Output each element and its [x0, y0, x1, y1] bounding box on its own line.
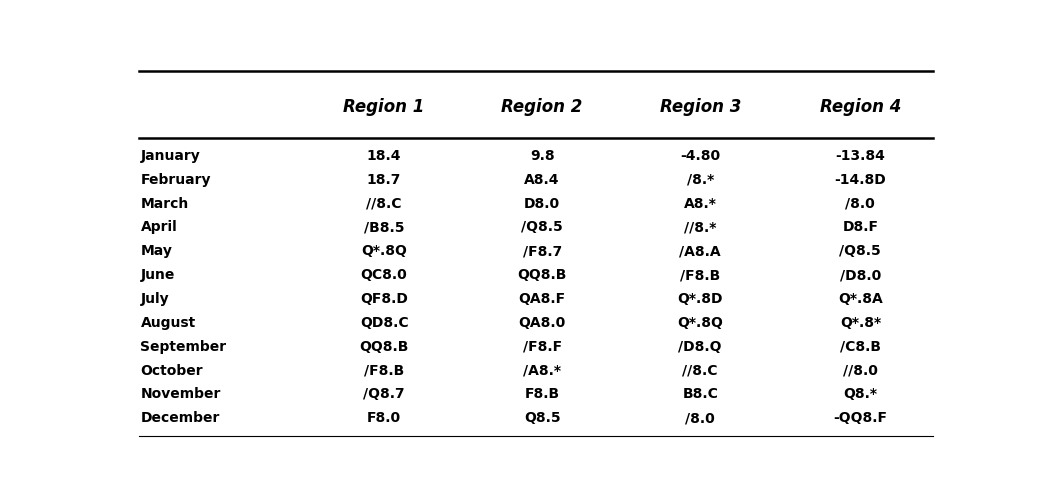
Text: Q*.8Q: Q*.8Q — [678, 316, 723, 330]
Text: /Q8.5: /Q8.5 — [840, 244, 881, 258]
Text: Q*.8Q: Q*.8Q — [361, 244, 407, 258]
Text: F8.B: F8.B — [525, 387, 560, 401]
Text: QA8.0: QA8.0 — [519, 316, 566, 330]
Text: QQ8.B: QQ8.B — [518, 268, 567, 282]
Text: August: August — [140, 316, 196, 330]
Text: Region 4: Region 4 — [820, 98, 901, 116]
Text: January: January — [140, 149, 200, 163]
Text: Q*.8A: Q*.8A — [838, 292, 883, 306]
Text: D8.0: D8.0 — [524, 196, 561, 210]
Text: April: April — [140, 220, 177, 235]
Text: /Q8.7: /Q8.7 — [363, 387, 405, 401]
Text: /C8.B: /C8.B — [840, 340, 881, 354]
Text: F8.0: F8.0 — [367, 411, 401, 426]
Text: /F8.B: /F8.B — [364, 364, 404, 377]
Text: Q*.8D: Q*.8D — [678, 292, 723, 306]
Text: /8.0: /8.0 — [845, 196, 876, 210]
Text: Q*.8*: Q*.8* — [840, 316, 881, 330]
Text: March: March — [140, 196, 188, 210]
Text: December: December — [140, 411, 220, 426]
Text: QQ8.B: QQ8.B — [360, 340, 409, 354]
Text: QD8.C: QD8.C — [360, 316, 408, 330]
Text: /8.*: /8.* — [686, 173, 713, 186]
Text: 18.4: 18.4 — [367, 149, 402, 163]
Text: QF8.D: QF8.D — [360, 292, 408, 306]
Text: July: July — [140, 292, 169, 306]
Text: September: September — [140, 340, 227, 354]
Text: /D8.0: /D8.0 — [840, 268, 881, 282]
Text: February: February — [140, 173, 211, 186]
Text: //8.*: //8.* — [684, 220, 717, 235]
Text: //8.C: //8.C — [366, 196, 402, 210]
Text: //8.C: //8.C — [682, 364, 718, 377]
Text: /D8.Q: /D8.Q — [679, 340, 722, 354]
Text: //8.0: //8.0 — [843, 364, 878, 377]
Text: May: May — [140, 244, 173, 258]
Text: October: October — [140, 364, 203, 377]
Text: /F8.B: /F8.B — [680, 268, 721, 282]
Text: 9.8: 9.8 — [530, 149, 554, 163]
Text: Region 1: Region 1 — [343, 98, 425, 116]
Text: -14.8D: -14.8D — [835, 173, 886, 186]
Text: /F8.7: /F8.7 — [523, 244, 562, 258]
Text: /A8.A: /A8.A — [680, 244, 721, 258]
Text: June: June — [140, 268, 175, 282]
Text: Q8.5: Q8.5 — [524, 411, 561, 426]
Text: /8.0: /8.0 — [685, 411, 715, 426]
Text: -QQ8.F: -QQ8.F — [834, 411, 887, 426]
Text: Region 3: Region 3 — [660, 98, 741, 116]
Text: Q8.*: Q8.* — [843, 387, 878, 401]
Text: B8.C: B8.C — [682, 387, 719, 401]
Text: QC8.0: QC8.0 — [361, 268, 408, 282]
Text: Region 2: Region 2 — [501, 98, 583, 116]
Text: A8.4: A8.4 — [524, 173, 560, 186]
Text: /F8.F: /F8.F — [523, 340, 562, 354]
Text: -4.80: -4.80 — [680, 149, 721, 163]
Text: -13.84: -13.84 — [836, 149, 885, 163]
Text: D8.F: D8.F — [842, 220, 879, 235]
Text: QA8.F: QA8.F — [519, 292, 566, 306]
Text: 18.7: 18.7 — [367, 173, 402, 186]
Text: /B8.5: /B8.5 — [364, 220, 405, 235]
Text: November: November — [140, 387, 221, 401]
Text: /Q8.5: /Q8.5 — [521, 220, 563, 235]
Text: A8.*: A8.* — [684, 196, 717, 210]
Text: /A8.*: /A8.* — [523, 364, 561, 377]
